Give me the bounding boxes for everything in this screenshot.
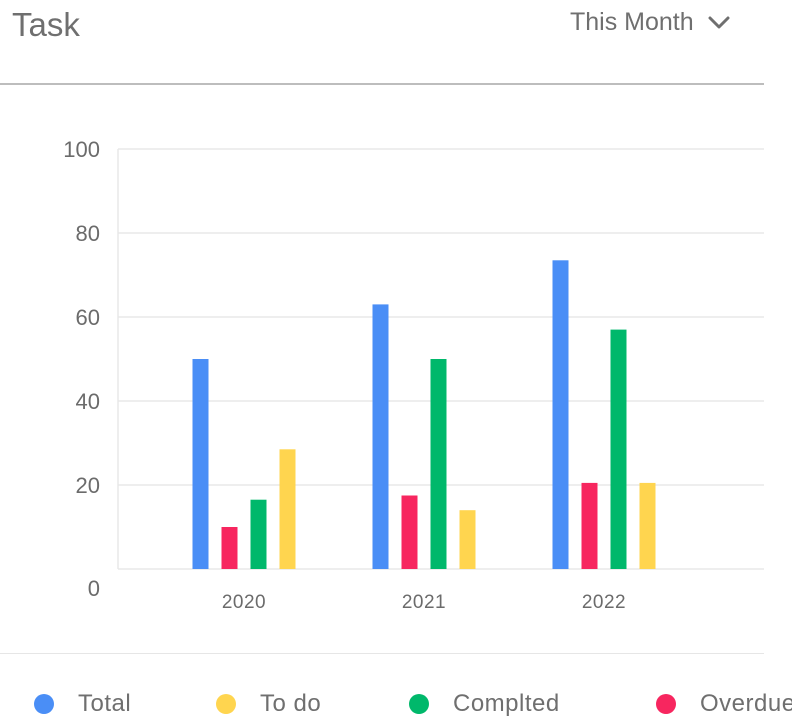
y-tick-label-60: 60 (76, 305, 100, 330)
x-tick-label-2020: 2020 (222, 592, 266, 613)
legend-item-todo[interactable]: To do (216, 690, 321, 718)
bar-complted-2022 (610, 329, 627, 569)
bar-total-2020 (192, 359, 209, 569)
header-divider (0, 83, 764, 85)
y-tick-label-80: 80 (76, 221, 100, 246)
chart-svg: 0 20 40 60 80 100 2020 2021 2022 (63, 137, 764, 613)
x-tick-label-2022: 2022 (582, 592, 626, 613)
y-tick-label-0: 0 (88, 576, 100, 601)
legend-label-completed: Complted (453, 690, 560, 717)
bar-overdue-2022 (581, 482, 598, 569)
bar-to-do-2021 (459, 510, 476, 569)
bar-complted-2021 (430, 359, 447, 569)
period-dropdown[interactable]: This Month (570, 8, 730, 37)
chevron-down-icon (708, 16, 730, 28)
legend-divider (0, 653, 764, 654)
card-title: Task (12, 6, 80, 43)
bar-to-do-2022 (639, 482, 656, 569)
y-tick-label-100: 100 (63, 137, 100, 162)
period-label: This Month (570, 8, 694, 36)
y-tick-label-40: 40 (76, 389, 100, 414)
bar-complted-2020 (250, 499, 267, 569)
legend-label-total: Total (78, 690, 132, 717)
legend-dot-total (34, 694, 54, 714)
legend-item-overdue[interactable]: Overdue (656, 690, 792, 718)
task-bar-chart: 0 20 40 60 80 100 2020 2021 2022 (0, 130, 792, 630)
chart-legend: Total To do Complted Overdue (0, 690, 792, 724)
y-tick-label-20: 20 (76, 473, 100, 498)
x-tick-label-2021: 2021 (402, 592, 446, 613)
bar-total-2021 (372, 304, 389, 569)
bar-overdue-2021 (401, 495, 418, 569)
legend-dot-todo (216, 694, 236, 714)
legend-label-overdue: Overdue (700, 690, 792, 717)
bar-to-do-2020 (279, 449, 296, 569)
bar-overdue-2020 (221, 527, 238, 569)
legend-dot-completed (409, 694, 429, 714)
card-header: Task This Month (0, 0, 792, 85)
legend-item-completed[interactable]: Complted (409, 690, 560, 718)
legend-item-total[interactable]: Total (34, 690, 131, 718)
bar-total-2022 (552, 260, 569, 569)
legend-dot-overdue (656, 694, 676, 714)
legend-label-todo: To do (260, 690, 322, 717)
